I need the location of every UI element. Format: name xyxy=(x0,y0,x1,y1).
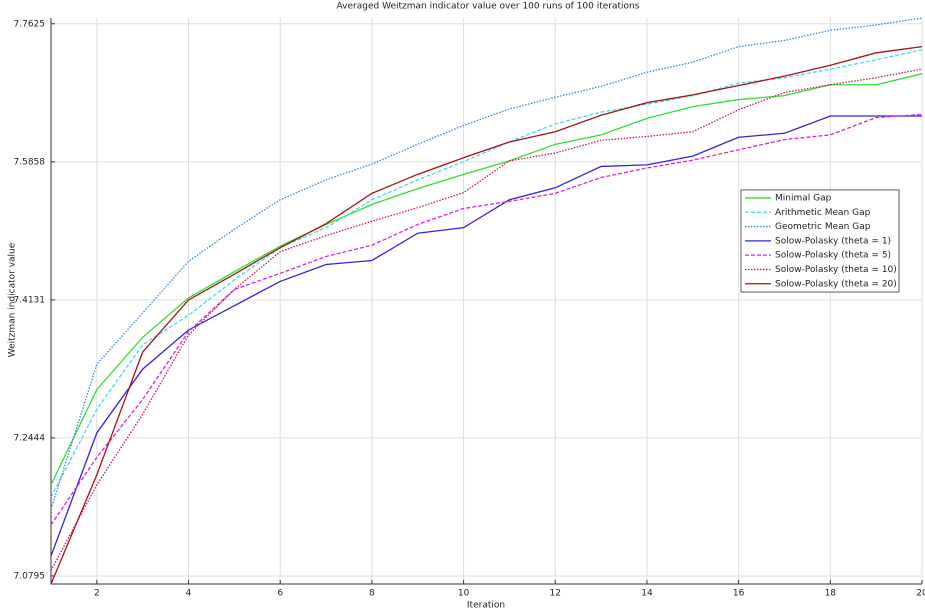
series-line xyxy=(50,45,923,585)
legend-label: Solow-Polasky (theta = 1) xyxy=(775,236,891,246)
x-tick-label: 2 xyxy=(94,589,100,599)
x-tick-label: 6 xyxy=(277,589,283,599)
x-tick-label: 8 xyxy=(369,589,375,599)
y-tick-label: 7.4131 xyxy=(14,295,46,305)
x-tick-label: 16 xyxy=(733,589,745,599)
legend-label: Arithmetic Mean Gap xyxy=(775,208,871,218)
x-tick-label: 4 xyxy=(186,589,192,599)
axes xyxy=(50,18,922,585)
legend-label: Solow-Polasky (theta = 20) xyxy=(775,279,897,289)
y-tick-label: 7.7625 xyxy=(14,19,46,29)
x-tick-label: 18 xyxy=(825,589,837,599)
legend-label: Geometric Mean Gap xyxy=(775,222,871,232)
y-axis-label: Weitzman indicator value xyxy=(8,242,18,357)
series-line xyxy=(50,73,923,486)
y-tick-label: 7.2444 xyxy=(14,433,46,443)
series-line xyxy=(50,113,923,526)
x-tick-label: 20 xyxy=(916,589,925,599)
y-tick-label: 7.5858 xyxy=(14,157,46,167)
series-line xyxy=(50,49,923,498)
legend-label: Solow-Polasky (theta = 5) xyxy=(775,251,891,261)
legend-label: Minimal Gap xyxy=(775,193,832,203)
series-line xyxy=(50,17,923,510)
x-axis-label: Iteration xyxy=(467,601,505,611)
x-tick-label: 12 xyxy=(550,589,561,599)
y-tick-label: 7.0795 xyxy=(14,571,46,581)
chart-title: Averaged Weitzman indicator value over 1… xyxy=(337,2,640,12)
series-line xyxy=(50,115,922,557)
x-tick-label: 14 xyxy=(641,589,653,599)
x-tick-label: 10 xyxy=(458,589,470,599)
legend-label: Solow-Polasky (theta = 10) xyxy=(775,265,897,275)
